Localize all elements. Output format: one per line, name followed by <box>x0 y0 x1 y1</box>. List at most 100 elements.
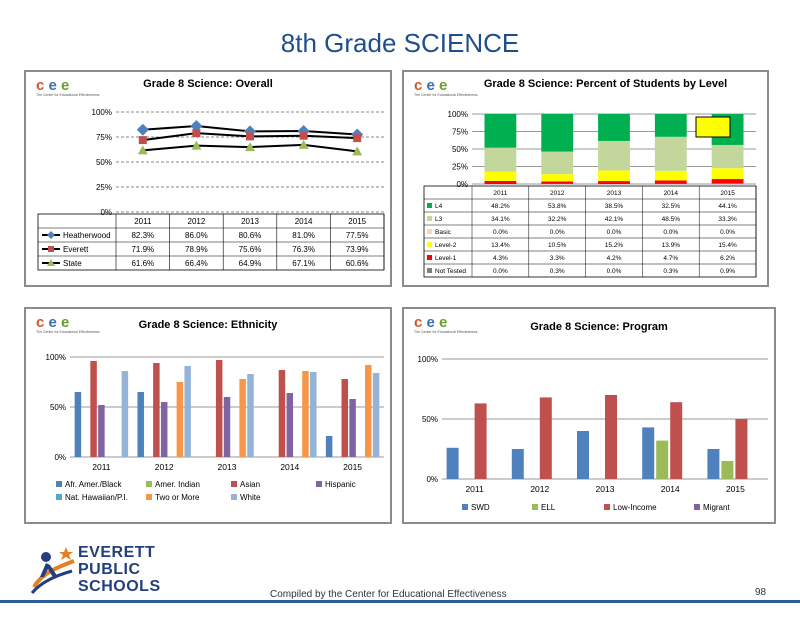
bar <box>302 371 309 457</box>
x-tick-label: 2013 <box>596 484 615 494</box>
legend-label: State <box>63 259 82 268</box>
y-tick-label: 100% <box>448 110 468 119</box>
data-label: 32.2% <box>548 216 567 223</box>
data-label: 0.3% <box>663 268 678 275</box>
legend-swatch <box>231 481 237 487</box>
highlight-box <box>695 116 731 138</box>
stacked-bar-segment <box>654 180 687 184</box>
bar <box>539 397 552 479</box>
x-tick-label: 2011 <box>92 462 111 472</box>
data-label: 10.5% <box>548 242 567 249</box>
x-tick-label: 2015 <box>720 190 735 197</box>
legend-label: Two or More <box>155 493 200 502</box>
district-logo-line: EVERETT <box>78 544 156 561</box>
chart-title: Grade 8 Science: Program <box>530 321 668 333</box>
x-tick-label: 2015 <box>343 462 362 472</box>
data-label: 66.4% <box>185 259 208 268</box>
data-point <box>137 145 148 155</box>
data-label: 4.3% <box>493 255 508 262</box>
stacked-bar-segment <box>484 171 517 181</box>
bar <box>372 373 380 457</box>
y-tick-label: 25% <box>452 163 468 172</box>
bar <box>74 392 82 457</box>
y-tick-label: 50% <box>96 158 112 167</box>
bar <box>707 449 720 479</box>
bar <box>184 366 191 457</box>
data-point <box>352 146 363 156</box>
data-label: 0.3% <box>550 268 565 275</box>
ethnicity-chart-panel: c e e The Center for Educational Effecti… <box>24 307 392 524</box>
bar <box>278 370 286 457</box>
x-tick-label: 2011 <box>465 484 484 494</box>
data-point <box>138 136 147 145</box>
data-label: 44.1% <box>718 203 737 210</box>
stacked-bar-segment <box>711 168 744 180</box>
data-label: 73.9% <box>346 245 369 254</box>
bar <box>176 382 184 457</box>
data-label: 0.0% <box>493 229 508 236</box>
chart-title: Grade 8 Science: Percent of Students by … <box>483 78 728 90</box>
data-label: 33.3% <box>718 216 737 223</box>
legend-swatch <box>604 504 610 510</box>
x-tick-label: 2012 <box>550 190 565 197</box>
x-tick-label: 2011 <box>493 190 507 197</box>
data-label: 0.0% <box>493 268 508 275</box>
stacked-bar-segment <box>484 114 517 148</box>
legend-label: Level-2 <box>435 242 457 249</box>
bar <box>286 393 294 457</box>
cee-logo: c e e The Center for Educational Effecti… <box>414 77 478 97</box>
data-point <box>192 129 201 138</box>
chart-title: Grade 8 Science: Ethnicity <box>138 319 278 331</box>
data-label: 67.1% <box>292 259 315 268</box>
data-label: 13.4% <box>491 242 510 249</box>
stacked-bar-segment <box>711 144 744 169</box>
bar <box>223 397 231 457</box>
level-chart-panel: c e e The Center for Educational Effecti… <box>402 70 769 287</box>
bar <box>349 399 356 457</box>
data-label: 60.6% <box>346 259 369 268</box>
bar <box>137 392 144 457</box>
footer-credit: Compiled by the Center for Educational E… <box>270 589 507 600</box>
program-chart-panel: c e e The Center for Educational Effecti… <box>402 307 776 524</box>
bar <box>656 440 669 479</box>
ethnicity-bar-chart: 0% 50% 100% 2011 2012 2013 2014 2015 Afr. Amer./… <box>46 353 384 502</box>
bar <box>670 402 683 479</box>
x-tick-label: 2014 <box>661 484 680 494</box>
y-tick-label: 50% <box>50 403 66 412</box>
x-tick-label: 2012 <box>155 462 174 472</box>
y-tick-label: 0% <box>100 208 112 217</box>
y-tick-label: 100% <box>418 355 438 364</box>
page-number: 98 <box>755 587 767 598</box>
data-point <box>298 139 309 149</box>
legend-marker <box>47 259 55 266</box>
legend-label: L3 <box>435 216 443 223</box>
legend-label: Amer. Indian <box>155 480 200 489</box>
legend-swatch <box>56 494 62 500</box>
data-label: 4.2% <box>607 255 622 262</box>
x-tick-label: 2013 <box>218 462 237 472</box>
legend-swatch <box>427 203 432 208</box>
legend-label: Asian <box>240 480 260 489</box>
legend-label: Low-Income <box>613 503 657 512</box>
data-label: 64.9% <box>239 259 262 268</box>
stacked-bar-segment <box>711 179 744 184</box>
y-tick-label: 75% <box>452 128 468 137</box>
district-logo-line: SCHOOLS <box>78 578 161 595</box>
x-tick-label: 2013 <box>607 190 622 197</box>
stacked-bar-segment <box>711 183 744 184</box>
legend-label: Heatherwood <box>63 231 111 240</box>
data-point <box>299 131 308 140</box>
star-swoosh-icon <box>30 547 75 594</box>
bar <box>310 372 317 457</box>
footer-rule <box>0 600 800 603</box>
legend-marker <box>48 246 54 252</box>
data-label: 34.1% <box>491 216 510 223</box>
bar <box>215 360 223 457</box>
legend-label: Migrant <box>703 503 730 512</box>
y-tick-label: 0% <box>426 475 438 484</box>
x-tick-label: 2015 <box>348 217 366 226</box>
bar <box>446 447 459 479</box>
bar <box>721 461 734 479</box>
program-bar-chart: 0% 50% 100% 2011 2012 2013 2014 2015 SWD ELL Low-I… <box>418 355 768 512</box>
bar <box>160 402 168 457</box>
